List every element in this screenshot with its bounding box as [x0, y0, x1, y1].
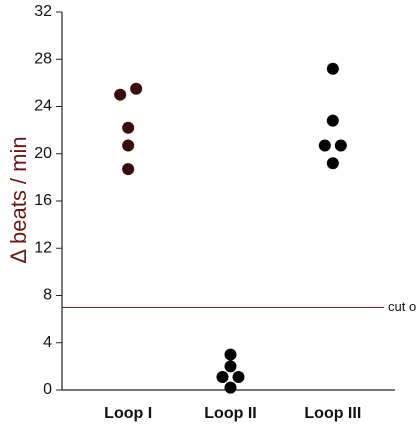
data-point — [224, 348, 237, 361]
x-tick-label: Loop III — [304, 405, 361, 422]
y-tick-label: 12 — [34, 239, 52, 256]
y-tick-label: 8 — [43, 287, 52, 304]
data-point — [326, 157, 339, 170]
data-point — [122, 163, 135, 176]
y-tick-label: 32 — [34, 3, 52, 20]
y-tick-label: 0 — [43, 381, 52, 398]
cutoff-label: cut off — [388, 299, 416, 314]
data-point — [224, 381, 237, 394]
data-point — [114, 88, 127, 101]
y-tick-label: 20 — [34, 145, 52, 162]
data-point — [216, 371, 229, 384]
y-tick-label: 28 — [34, 50, 52, 67]
data-point — [334, 139, 347, 152]
data-point — [326, 114, 339, 127]
data-point — [122, 139, 135, 152]
data-point — [122, 121, 135, 134]
data-point — [130, 82, 143, 95]
data-point — [318, 139, 331, 152]
x-tick-label: Loop II — [204, 405, 256, 422]
x-tick-label: Loop I — [104, 405, 152, 422]
y-tick-label: 4 — [43, 334, 52, 351]
y-tick-label: 24 — [34, 98, 52, 115]
data-point — [232, 371, 245, 384]
y-axis-label: Δ beats / min — [6, 136, 31, 263]
y-tick-label: 16 — [34, 192, 52, 209]
data-point — [326, 62, 339, 75]
data-point — [224, 360, 237, 373]
